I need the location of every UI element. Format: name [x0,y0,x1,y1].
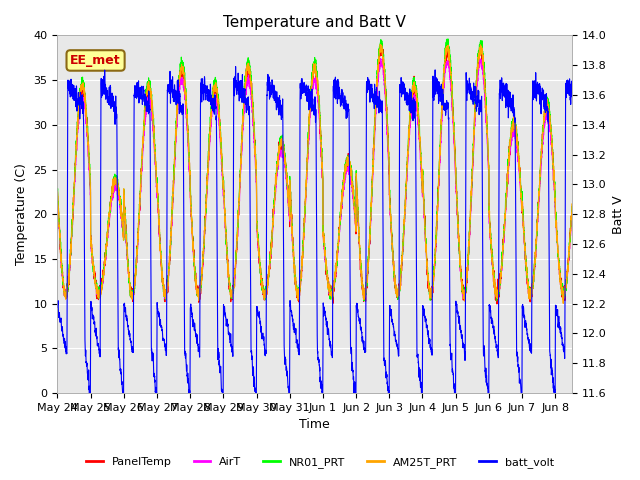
Title: Temperature and Batt V: Temperature and Batt V [223,15,406,30]
X-axis label: Time: Time [300,419,330,432]
Text: EE_met: EE_met [70,54,121,67]
Y-axis label: Batt V: Batt V [612,195,625,234]
Legend: PanelTemp, AirT, NR01_PRT, AM25T_PRT, batt_volt: PanelTemp, AirT, NR01_PRT, AM25T_PRT, ba… [81,452,559,472]
Y-axis label: Temperature (C): Temperature (C) [15,163,28,265]
